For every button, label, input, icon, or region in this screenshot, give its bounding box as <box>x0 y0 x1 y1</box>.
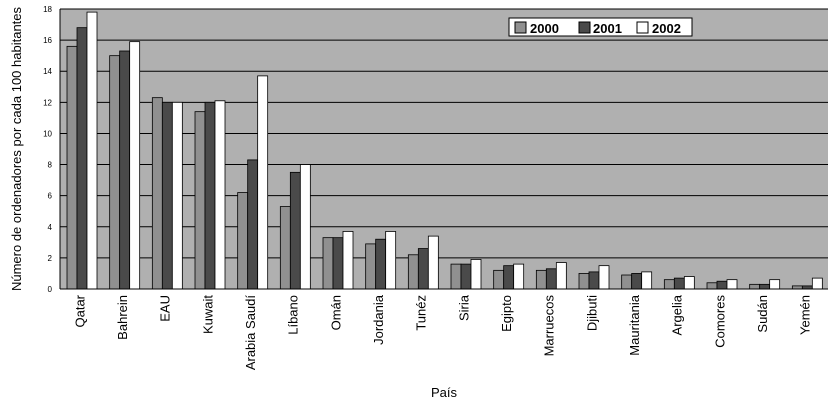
y-tick-label: 12 <box>43 98 52 107</box>
bar-2001 <box>332 237 344 290</box>
bar-2000 <box>663 279 675 290</box>
bar-2000 <box>578 273 590 290</box>
bar-2002 <box>129 41 141 290</box>
bar-2001 <box>673 277 685 290</box>
y-tick-label: 2 <box>48 254 53 263</box>
bar-2002 <box>598 265 610 290</box>
x-tick-label: Argelia <box>670 294 685 335</box>
bar-2001 <box>503 265 515 290</box>
bar-2002 <box>470 259 482 290</box>
x-tick-label: Comores <box>712 295 727 348</box>
bar-2002 <box>171 101 183 290</box>
y-axis-title: Número de ordenadores por cada 100 habit… <box>9 6 24 291</box>
x-tick-label: Marruecos <box>542 295 557 357</box>
bar-2001 <box>716 280 728 290</box>
x-tick-label: Omán <box>328 295 343 330</box>
legend-label-2002: 2002 <box>652 21 681 36</box>
bar-2001 <box>375 238 387 290</box>
bar-2002 <box>214 100 226 290</box>
bar-2002 <box>86 11 98 290</box>
y-tick-label: 16 <box>43 36 52 45</box>
x-axis-labels: Qatar Bahrein EAU Kuwait Arabia Saudí Líbano O… <box>72 294 812 370</box>
bar-2000 <box>493 269 505 290</box>
bar-2001 <box>460 263 472 290</box>
bar-2000 <box>749 283 761 290</box>
legend-label-2000: 2000 <box>530 21 559 36</box>
legend-label-2001: 2001 <box>593 21 622 36</box>
plot-area <box>60 9 828 289</box>
bar-2000 <box>194 111 206 290</box>
bar-2000 <box>322 237 334 290</box>
y-axis-ticks: 0 2 4 6 8 10 12 14 16 18 <box>43 5 52 294</box>
bar-2002 <box>683 276 695 290</box>
bar-2000 <box>407 254 419 290</box>
y-tick-label: 0 <box>48 285 53 294</box>
bar-2002 <box>726 279 738 290</box>
y-tick-label: 4 <box>48 223 53 232</box>
bar-2002 <box>299 164 311 290</box>
bar-2000 <box>66 45 78 290</box>
x-tick-label: Tunéz <box>414 295 429 331</box>
x-tick-label: Kuwait <box>200 295 215 334</box>
bar-2001 <box>161 101 173 290</box>
legend-swatch-2000 <box>514 21 527 34</box>
x-tick-label: Bahrein <box>115 295 130 340</box>
bar-2002 <box>427 235 439 290</box>
x-tick-label: Egipto <box>499 295 514 332</box>
bar-2002 <box>385 231 397 290</box>
bar-2002 <box>342 231 354 290</box>
x-tick-label: Mauritania <box>627 294 642 355</box>
y-tick-label: 14 <box>43 67 52 76</box>
bar-2001 <box>204 101 216 290</box>
bar-2000 <box>151 97 163 290</box>
bar-2001 <box>759 283 771 290</box>
bar-2001 <box>631 273 643 290</box>
bar-2000 <box>706 282 718 290</box>
bar-2002 <box>513 263 525 290</box>
bar-2000 <box>237 192 249 290</box>
bar-2002 <box>811 277 823 290</box>
legend-swatch-2001 <box>578 21 591 34</box>
bar-2001 <box>247 159 259 290</box>
x-tick-label: Sudán <box>755 295 770 333</box>
x-tick-label: Siria <box>456 294 471 321</box>
gridlines <box>60 8 828 259</box>
bar-2000 <box>365 243 377 290</box>
y-tick-label: 10 <box>43 129 52 138</box>
bar-2002 <box>555 262 567 290</box>
bar-2000 <box>621 274 633 290</box>
bar-2001 <box>76 27 88 290</box>
x-tick-label: Yemén <box>798 295 813 335</box>
bar-2000 <box>450 263 462 290</box>
x-tick-label: Jordania <box>371 294 386 345</box>
bar-2002 <box>769 279 781 290</box>
bars <box>66 11 823 290</box>
bar-2001 <box>417 248 429 290</box>
x-axis-title: País <box>431 385 458 400</box>
bar-2000 <box>535 269 547 290</box>
x-tick-label: Qatar <box>72 294 87 327</box>
bar-2001 <box>545 268 557 290</box>
x-tick-label: Djibuti <box>584 295 599 331</box>
y-tick-label: 18 <box>43 5 52 14</box>
bar-2001 <box>588 271 600 290</box>
bar-2002 <box>257 75 269 290</box>
x-tick-label: EAU <box>158 295 173 322</box>
x-tick-label: Arabia Saudí <box>243 295 258 371</box>
legend: 2000 2001 2002 <box>508 17 693 37</box>
bar-2001 <box>119 50 131 290</box>
bar-2002 <box>641 271 653 290</box>
y-tick-label: 8 <box>48 161 53 170</box>
y-tick-label: 6 <box>48 192 53 201</box>
bar-2000 <box>109 55 121 290</box>
bar-2001 <box>289 171 301 290</box>
legend-swatch-2002 <box>636 21 649 34</box>
bar-2000 <box>279 206 291 290</box>
x-tick-label: Líbano <box>286 295 301 335</box>
